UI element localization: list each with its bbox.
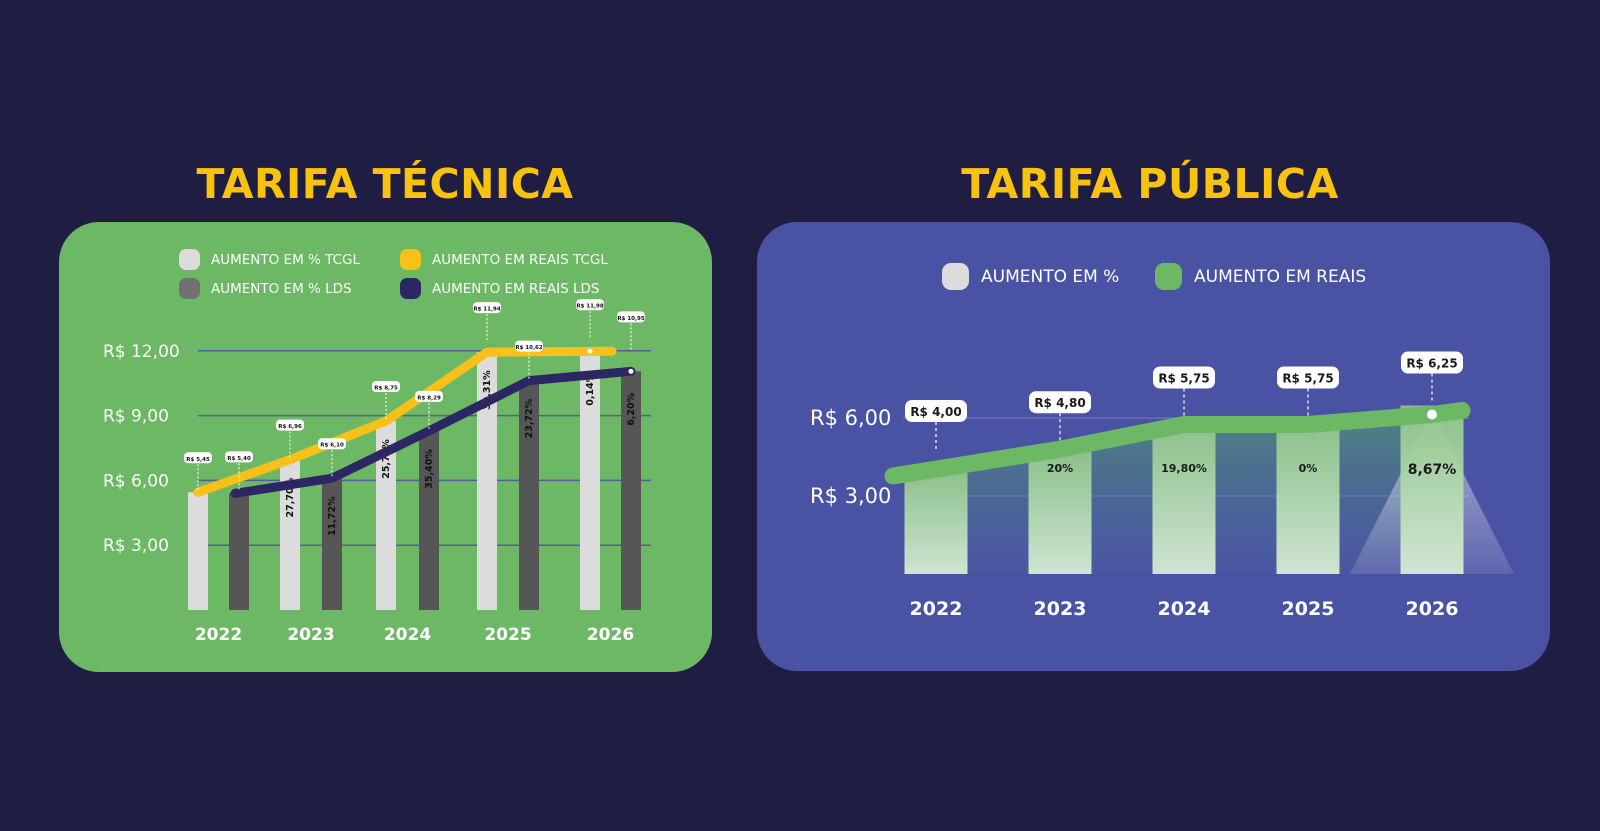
x-tick-label-2023: 2023 (1034, 598, 1087, 620)
legend-label-aumento-em-tcgl: AUMENTO EM % TCGL (211, 252, 360, 268)
tcgl-value-2024-label: R$ 8,75 (374, 386, 398, 392)
legend-label-aumento-em-lds: AUMENTO EM % LDS (211, 281, 352, 297)
tcgl-value-2026-box (576, 299, 604, 311)
tcgl-value-2025-box (473, 302, 501, 314)
bar-tcgl-2026 (580, 351, 600, 610)
bar-lds-2024 (419, 430, 439, 610)
lds-value-2022-box (225, 451, 253, 463)
bar-lds-2023 (322, 478, 342, 610)
bar-tcgl-pct-label-2026: 0,14% (585, 372, 596, 405)
bar-tcgl-2024 (376, 421, 396, 610)
tcgl-value-2025-label: R$ 11,94 (473, 307, 501, 313)
lds-value-2025-box (515, 340, 543, 352)
dot-2026 (1427, 409, 1437, 420)
left-chart-title: TARIFA TÉCNICA (196, 160, 574, 208)
y-tick-label-6: R$ 6,00 (810, 406, 891, 430)
x-tick-label-2022: 2022 (195, 625, 242, 645)
tcgl-value-2023-box (276, 419, 304, 431)
y-tick-label-6: R$ 6,00 (103, 471, 169, 491)
legend-label-aumento-em-reais-lds: AUMENTO EM REAIS LDS (432, 281, 600, 297)
lds-value-2024-box (415, 390, 443, 402)
y-tick-label-12: R$ 12,00 (103, 342, 180, 362)
value-label-2022: R$ 4,00 (910, 405, 961, 419)
bar-2024 (1152, 424, 1216, 574)
legend-swatch-aumento-em-tcgl (179, 249, 200, 270)
bar-pct-label-2023: 20% (1047, 462, 1073, 475)
tcgl-value-2026-label: R$ 11,98 (576, 304, 604, 310)
bar-tcgl-pct-label-2024: 25,71% (381, 439, 392, 479)
legend-swatch-aumento-em-reais-lds (400, 278, 421, 299)
line-tcgl (193, 346, 617, 497)
bar-lds-2022 (229, 493, 249, 610)
legend-swatch-aumento-em (942, 263, 969, 290)
x-tick-label-2024: 2024 (384, 625, 431, 645)
x-tick-label-2023: 2023 (287, 625, 334, 645)
x-tick-label-2026: 2026 (587, 625, 634, 645)
lds-value-2026-label: R$ 10,95 (617, 316, 645, 322)
x-tick-label-2022: 2022 (910, 598, 963, 620)
legend-label-aumento-em-reais: AUMENTO EM REAIS (1194, 267, 1366, 287)
tcgl-value-2024-box (372, 381, 400, 392)
bar-pct-label-2026: 8,67% (1408, 462, 1457, 478)
legend-swatch-aumento-em-reais (1155, 263, 1182, 290)
y-tick-label-3: R$ 3,00 (103, 536, 169, 556)
lds-value-2022-label: R$ 5,40 (227, 456, 251, 462)
tcgl-value-2022-label: R$ 5,45 (186, 457, 210, 463)
legend-swatch-aumento-em-lds (179, 278, 200, 299)
value-label-2024: R$ 5,75 (1158, 372, 1209, 386)
bar-tcgl-2022 (188, 492, 208, 610)
legend-label-aumento-em-reais-tcgl: AUMENTO EM REAIS TCGL (432, 252, 608, 268)
lds-value-2026-box (617, 311, 645, 323)
lds-value-2024-label: R$ 8,29 (417, 395, 441, 401)
value-label-2023: R$ 4,80 (1034, 396, 1085, 410)
bar-lds-pct-label-2025: 23,72% (524, 398, 535, 438)
bar-2022 (904, 470, 968, 574)
bar-2023 (1028, 449, 1092, 574)
bar-lds-pct-label-2023: 11,72% (327, 496, 338, 536)
bar-2026 (1400, 405, 1464, 574)
bar-lds-pct-label-2024: 35,40% (424, 449, 435, 489)
bar-2025 (1276, 424, 1340, 574)
bar-lds-2026 (621, 371, 641, 610)
bar-pct-label-2024: 19,80% (1161, 462, 1207, 475)
line-lds (230, 366, 636, 498)
legend-swatch-aumento-em-reais-tcgl (400, 249, 421, 270)
tcgl-dot-2026 (587, 348, 593, 354)
tarifa-publica-chart: AUMENTO EM % AUMENTO EM REAIS R$ 3,00 R$ 6,… (810, 263, 1514, 620)
bar-tcgl-2023 (280, 459, 300, 610)
bar-pct-label-2025: 0% (1299, 462, 1318, 475)
value-box-2025 (1277, 366, 1339, 389)
value-box-2022 (905, 400, 967, 422)
bar-tcgl-2025 (477, 352, 497, 610)
tarifa-publica-panel: AUMENTO EM % AUMENTO EM REAIS R$ 3,00 R$ 6,… (757, 222, 1550, 671)
right-chart-title: TARIFA PÚBLICA (961, 160, 1339, 208)
value-box-2026 (1401, 351, 1463, 374)
y-tick-label-3: R$ 3,00 (810, 484, 891, 508)
lds-value-2025-label: R$ 10,62 (515, 345, 543, 351)
legend-label-aumento-em: AUMENTO EM % (981, 267, 1119, 287)
bar-lds-2025 (519, 380, 539, 610)
value-box-2024 (1153, 366, 1215, 389)
lds-value-2023-label: R$ 6,10 (320, 443, 344, 449)
tarifa-tecnica-panel: AUMENTO EM % TCGL AUMENTO EM REAIS TCGL AU… (59, 222, 712, 672)
x-tick-label-2026: 2026 (1406, 598, 1459, 620)
bar-tcgl-pct-label-2023: 27,70% (285, 477, 296, 517)
tcgl-value-2022-box (184, 452, 212, 464)
bar-lds-pct-label-2026: 6,20% (626, 392, 637, 425)
x-tick-label-2025: 2025 (1282, 598, 1335, 620)
value-label-2025: R$ 5,75 (1282, 372, 1333, 386)
value-box-2023 (1029, 391, 1091, 414)
lds-dot-2026 (628, 368, 634, 374)
lds-value-2023-box (318, 438, 346, 450)
bar-tcgl-pct-label-2025: 39,31% (482, 370, 493, 410)
value-label-2026: R$ 6,25 (1406, 357, 1457, 371)
x-tick-label-2025: 2025 (484, 625, 531, 645)
x-tick-label-2024: 2024 (1158, 598, 1211, 620)
y-tick-label-9: R$ 9,00 (103, 407, 169, 427)
line-aumento-em-reais (884, 402, 1471, 485)
tarifa-tecnica-chart: AUMENTO EM % TCGL AUMENTO EM REAIS TCGL AU… (103, 249, 651, 645)
tcgl-value-2023-label: R$ 6,96 (278, 424, 302, 430)
